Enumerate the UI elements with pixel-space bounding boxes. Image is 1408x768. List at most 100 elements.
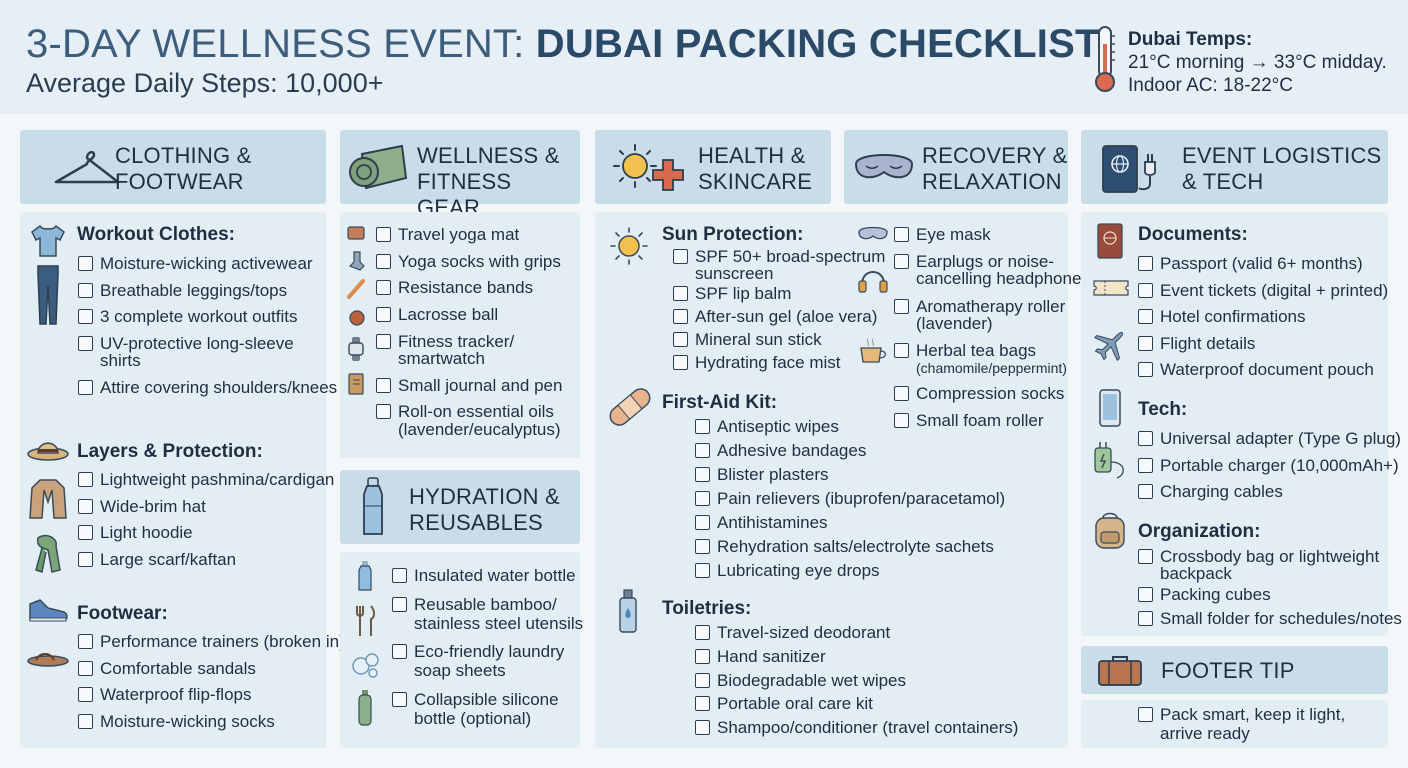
checkbox[interactable] [376, 378, 391, 393]
checkbox[interactable] [78, 380, 93, 395]
checkbox[interactable] [695, 491, 710, 506]
checkbox[interactable] [392, 644, 407, 659]
checkbox[interactable] [78, 256, 93, 271]
thermometer-icon [1095, 26, 1115, 92]
checkbox[interactable] [376, 280, 391, 295]
logistics-header: EVENT LOGISTICS & TECH [1081, 130, 1388, 204]
bandage-icon [609, 388, 651, 426]
clothing-panel: Workout Clothes: Moisture-wicking active… [20, 212, 345, 748]
page-header: 3-DAY WELLNESS EVENT: DUBAI PACKING CHEC… [0, 0, 1408, 114]
checkbox[interactable] [695, 696, 710, 711]
checkbox[interactable] [673, 249, 688, 264]
checkbox[interactable] [695, 515, 710, 530]
checkbox[interactable] [894, 343, 909, 358]
first-aid-title: First-Aid Kit: [662, 392, 778, 413]
checkbox[interactable] [695, 649, 710, 664]
checkbox[interactable] [695, 467, 710, 482]
sandal-icon [27, 653, 69, 667]
checkbox[interactable] [78, 687, 93, 702]
checkbox[interactable] [695, 443, 710, 458]
temps-label: Dubai Temps: [1128, 29, 1253, 50]
checkbox[interactable] [376, 227, 391, 242]
checkbox[interactable] [673, 286, 688, 301]
checkbox[interactable] [894, 299, 909, 314]
health-header: HEALTH & SKINCARE [595, 130, 831, 204]
wellness-header: WELLNESS & FITNESS GEAR [340, 130, 580, 220]
silicone-bottle-icon [358, 690, 372, 726]
page-subtitle: Average Daily Steps: 10,000+ [26, 68, 384, 98]
passport-icon [1097, 223, 1123, 259]
sleep-mask-icon [854, 154, 914, 179]
checkbox[interactable] [1138, 283, 1153, 298]
health-header-line-1: HEALTH & [698, 143, 806, 168]
checkbox[interactable] [78, 661, 93, 676]
checkbox[interactable] [1138, 309, 1153, 324]
title-bold: DUBAI PACKING CHECKLIST [535, 22, 1100, 66]
hydration-panel: Insulated water bottle Reusable bamboo/ … [340, 552, 583, 748]
bottle-small-icon [358, 561, 372, 591]
toiletry-bottle-icon [619, 589, 637, 633]
checkbox[interactable] [392, 692, 407, 707]
checkbox[interactable] [695, 563, 710, 578]
checkbox[interactable] [78, 714, 93, 729]
checkbox[interactable] [392, 597, 407, 612]
airplane-icon [1093, 331, 1124, 362]
checkbox[interactable] [894, 254, 909, 269]
checkbox[interactable] [1138, 362, 1153, 377]
resistance-band-icon [347, 279, 365, 299]
checkbox[interactable] [695, 419, 710, 434]
checkbox[interactable] [78, 309, 93, 324]
checkbox[interactable] [78, 336, 93, 351]
checkbox[interactable] [673, 355, 688, 370]
hydration-header-line-1: HYDRATION & [409, 484, 560, 509]
checkbox[interactable] [1138, 431, 1153, 446]
checkbox[interactable] [1138, 458, 1153, 473]
checkbox[interactable] [894, 413, 909, 428]
checkbox[interactable] [894, 227, 909, 242]
lacrosse-ball-icon [349, 310, 365, 326]
checkbox[interactable] [392, 568, 407, 583]
logistics-header-line-1: EVENT LOGISTICS [1182, 143, 1382, 168]
journal-icon [348, 373, 364, 395]
checkbox[interactable] [673, 332, 688, 347]
checkbox[interactable] [894, 386, 909, 401]
checkbox[interactable] [695, 720, 710, 735]
page-title: 3-DAY WELLNESS EVENT: DUBAI PACKING CHEC… [26, 22, 1100, 67]
sun-icon [610, 227, 648, 265]
checkbox[interactable] [78, 499, 93, 514]
health-header-line-2: SKINCARE [698, 169, 813, 194]
checkbox[interactable] [78, 283, 93, 298]
checkbox[interactable] [1138, 549, 1153, 564]
checkbox[interactable] [78, 634, 93, 649]
tech-title: Tech: [1138, 399, 1188, 420]
checkbox[interactable] [78, 525, 93, 540]
logistics-header-line-2: & TECH [1182, 169, 1264, 194]
charger-icon [1094, 442, 1124, 479]
checkbox[interactable] [78, 472, 93, 487]
scarf-icon [35, 534, 61, 573]
hydration-header: HYDRATION & REUSABLES [340, 470, 580, 544]
checkbox[interactable] [1138, 336, 1153, 351]
sun-cross-icon [613, 144, 684, 191]
checkbox[interactable] [673, 309, 688, 324]
workout-title: Workout Clothes: [77, 224, 235, 245]
tea-cup-icon [860, 338, 887, 363]
checkbox[interactable] [1138, 611, 1153, 626]
eye-mask-small-icon [858, 226, 888, 240]
checkbox[interactable] [1138, 707, 1153, 722]
checkbox[interactable] [1138, 484, 1153, 499]
checkbox[interactable] [78, 552, 93, 567]
checkbox[interactable] [1138, 587, 1153, 602]
footer-tip-title: FOOTER TIP [1161, 658, 1295, 683]
phone-icon [1099, 389, 1121, 427]
checkbox[interactable] [376, 254, 391, 269]
headphones-icon [858, 271, 888, 293]
checkbox[interactable] [376, 334, 391, 349]
layers-title: Layers & Protection: [77, 441, 263, 462]
checkbox[interactable] [695, 539, 710, 554]
checkbox[interactable] [1138, 256, 1153, 271]
checkbox[interactable] [376, 307, 391, 322]
checkbox[interactable] [695, 673, 710, 688]
checkbox[interactable] [376, 404, 391, 419]
checkbox[interactable] [695, 625, 710, 640]
